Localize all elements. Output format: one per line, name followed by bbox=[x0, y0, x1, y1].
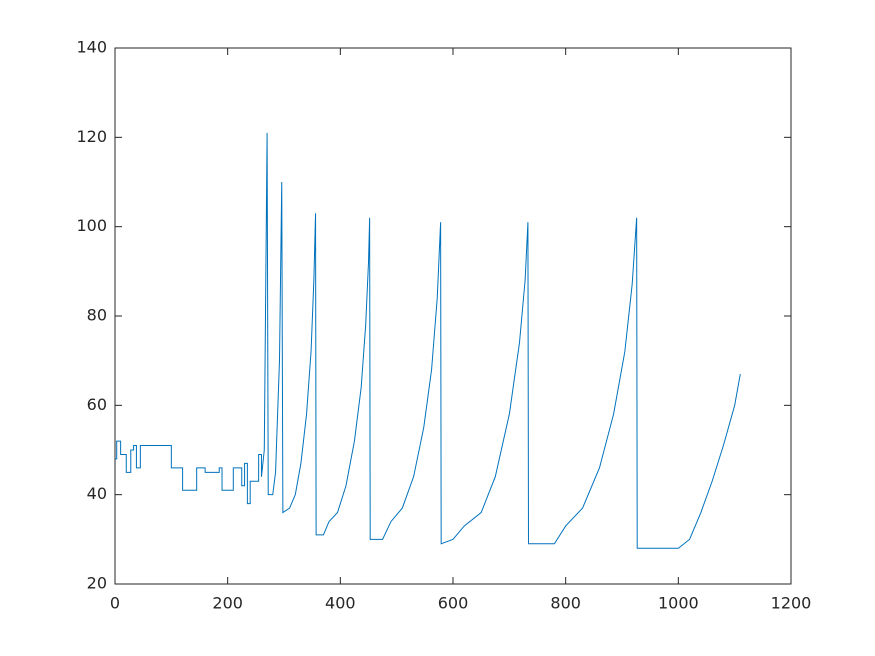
x-tick-label: 1000 bbox=[658, 594, 699, 613]
x-tick-label: 0 bbox=[110, 594, 120, 613]
x-tick-label: 600 bbox=[438, 594, 469, 613]
x-tick-label: 1200 bbox=[771, 594, 812, 613]
y-tick-label: 120 bbox=[76, 127, 107, 146]
y-tick-label: 140 bbox=[76, 38, 107, 57]
y-tick-label: 60 bbox=[87, 395, 107, 414]
data-line bbox=[115, 132, 741, 549]
x-tick-label: 800 bbox=[550, 594, 581, 613]
axes-box bbox=[114, 47, 792, 585]
x-tick-label: 200 bbox=[212, 594, 243, 613]
y-tick-label: 80 bbox=[87, 306, 107, 325]
y-tick-label: 20 bbox=[87, 574, 107, 593]
y-tick-label: 100 bbox=[76, 216, 107, 235]
y-tick-label: 40 bbox=[87, 484, 107, 503]
x-tick-label: 400 bbox=[325, 594, 356, 613]
